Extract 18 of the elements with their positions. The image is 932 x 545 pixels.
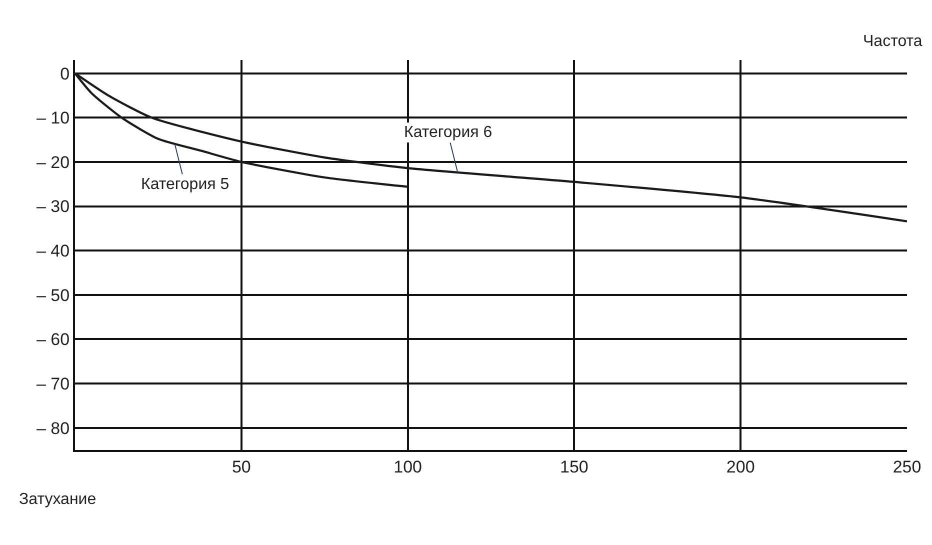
y-tick-label: – 70 (36, 374, 70, 394)
y-tick-label: – 30 (36, 197, 70, 216)
y-tick-label: – 50 (36, 286, 70, 305)
x-tick-label: 250 (892, 457, 922, 476)
y-axis-title: Затухание (19, 491, 96, 508)
annotation: Категория 5 (141, 176, 230, 193)
annotation: Категория 6 (404, 124, 492, 141)
y-tick-label: – 10 (36, 108, 70, 128)
x-tick-label: 200 (726, 457, 755, 476)
x-axis-title: Частота (863, 33, 922, 50)
y-tick-label: – 60 (36, 330, 70, 350)
x-tick-label: 100 (394, 457, 422, 476)
y-tick-label: – 20 (36, 152, 70, 172)
x-tick-label: 50 (232, 457, 251, 476)
y-tick-label: 0 (60, 64, 70, 84)
x-tick-label: 150 (560, 457, 588, 476)
y-tick-label: – 80 (36, 418, 70, 438)
y-tick-label: – 40 (36, 242, 70, 261)
